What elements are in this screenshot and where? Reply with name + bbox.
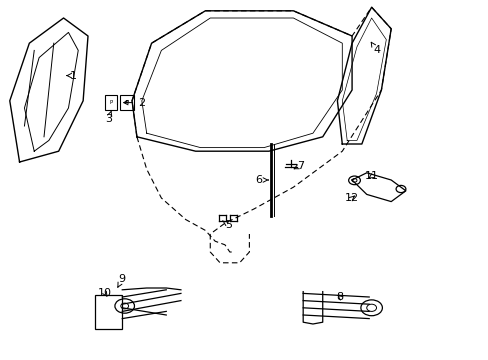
Text: 9: 9 [118, 274, 125, 287]
Text: P: P [109, 100, 113, 105]
Bar [120, 95, 134, 110]
Text: 10: 10 [98, 288, 112, 298]
Text: 4: 4 [370, 42, 379, 55]
Text: 3: 3 [105, 111, 112, 124]
Text: 7: 7 [294, 161, 304, 171]
Bar [95, 295, 122, 329]
Text: 1: 1 [67, 71, 77, 81]
Text: 5: 5 [222, 220, 232, 230]
Text: 2: 2 [123, 98, 145, 108]
Text: 6: 6 [255, 175, 268, 185]
Text: 11: 11 [364, 171, 378, 181]
Text: 12: 12 [345, 193, 358, 203]
Bar [105, 95, 117, 110]
Text: R: R [125, 100, 129, 105]
Text: 8: 8 [336, 292, 343, 302]
